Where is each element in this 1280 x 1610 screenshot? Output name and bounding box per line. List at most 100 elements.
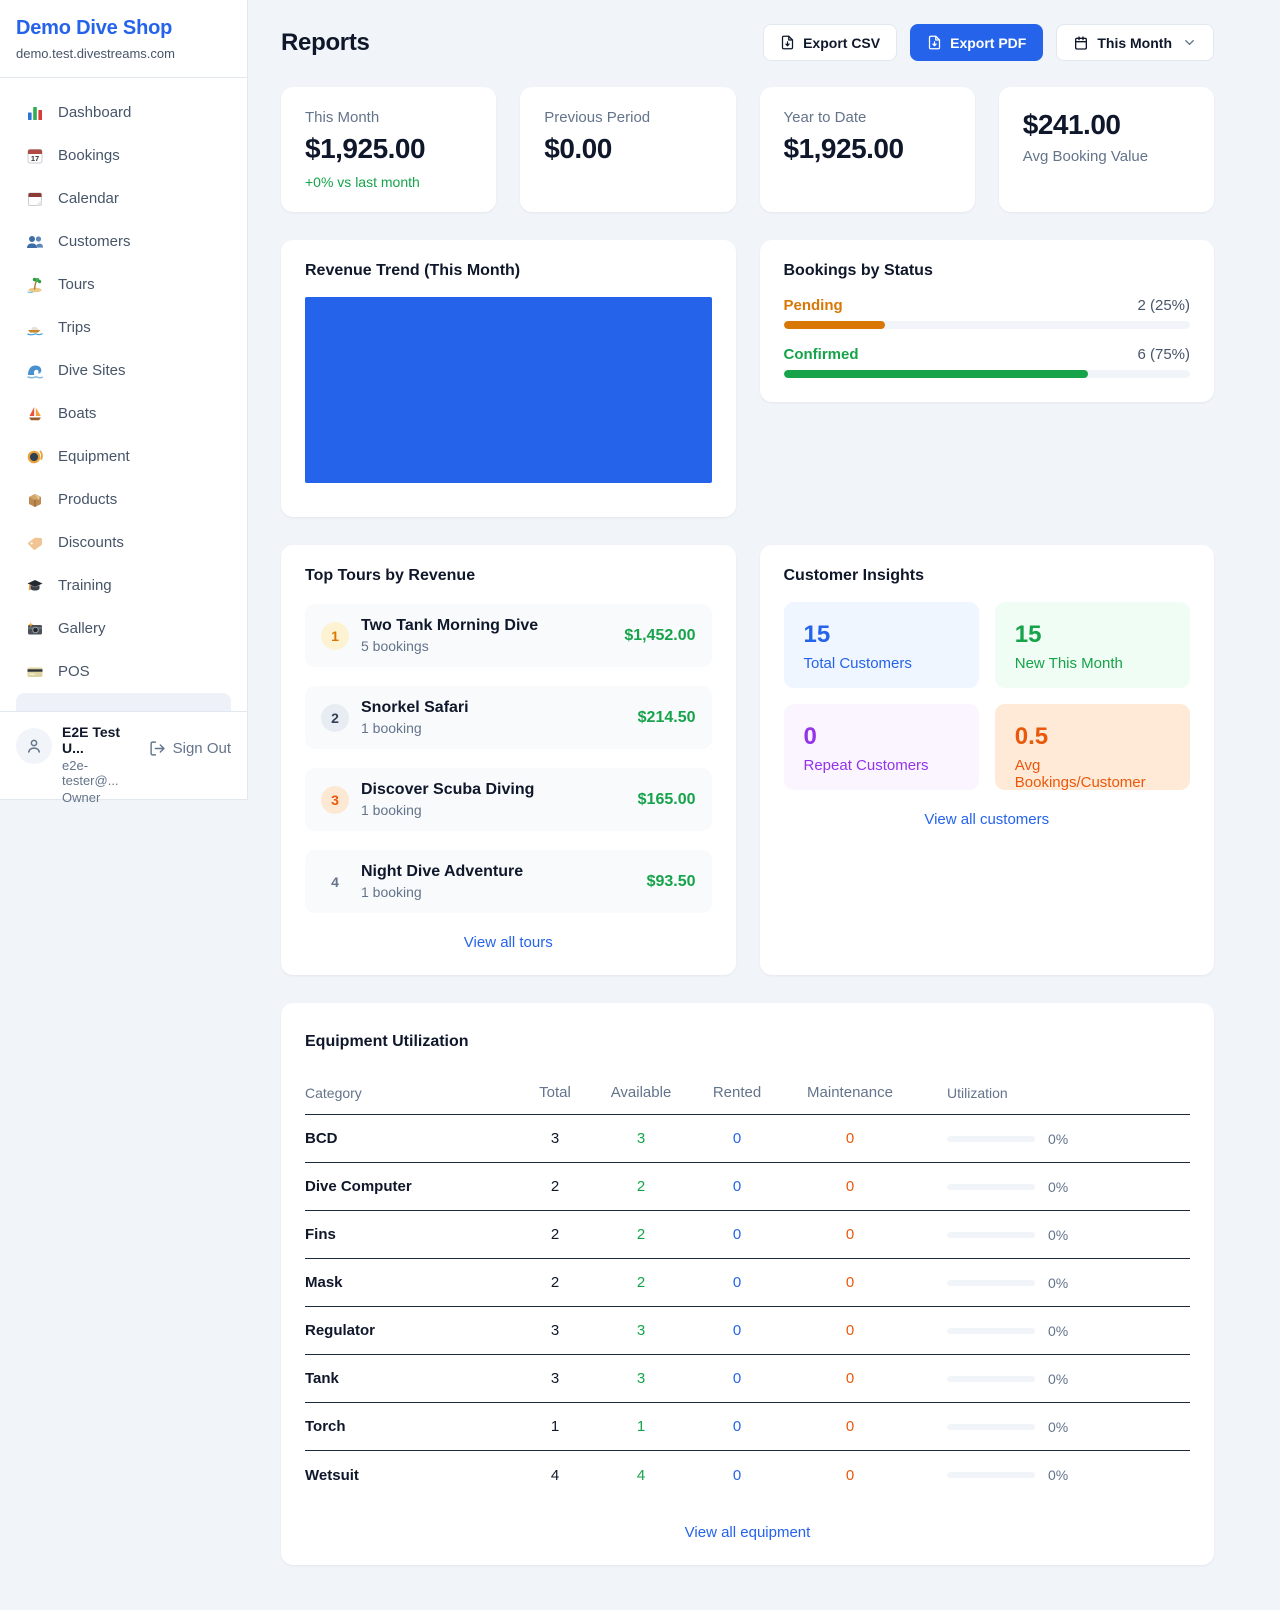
tour-bookings: 1 booking: [361, 884, 422, 900]
cell-maintenance: 0: [845, 1466, 855, 1484]
sidebar-item-dashboard[interactable]: Dashboard: [16, 91, 231, 134]
sidebar-item-label: Products: [58, 491, 118, 508]
sidebar-item-training[interactable]: Training: [16, 564, 231, 607]
customer-insights-title: Customer Insights: [783, 567, 924, 584]
sidebar-item-gallery[interactable]: Gallery: [16, 607, 231, 650]
sidebar-item-label: Gallery: [58, 620, 106, 637]
cell-maintenance: 0: [845, 1370, 855, 1387]
cell-available: 2: [636, 1226, 646, 1243]
tile-value: 15: [803, 621, 831, 648]
stat-label: Avg Booking Value: [1022, 148, 1149, 165]
nav-item-partial-highlight: [16, 693, 231, 711]
sidebar-item-tours[interactable]: Tours: [16, 263, 231, 306]
tour-name: Two Tank Morning Dive: [361, 617, 539, 634]
tour-row: 3 Discover Scuba Diving 1 booking $165.00: [305, 768, 712, 831]
sidebar-item-pos[interactable]: POS: [16, 650, 231, 693]
stat-label: Previous Period: [544, 109, 651, 126]
rank-badge: 3: [321, 785, 349, 814]
column-header: Maintenance: [807, 1084, 893, 1101]
sidebar-item-trips[interactable]: Trips: [16, 306, 231, 349]
sidebar-item-label: Dashboard: [58, 104, 132, 121]
cell-utilization: 0%: [1048, 1467, 1069, 1483]
export-pdf-button[interactable]: Export PDF: [910, 24, 1044, 61]
status-label-pending: Pending: [783, 297, 843, 314]
table-row: Dive Computer 2 2 0 0 0%: [305, 1163, 1190, 1211]
user-section: E2E Test U... e2e-tester@... Owner Sign …: [0, 711, 247, 819]
stat-card-avg-booking-value: $241.00 Avg Booking Value: [998, 87, 1214, 212]
sidebar-item-label: Bookings: [58, 147, 120, 164]
column-header: Utilization: [947, 1084, 1008, 1101]
equipment-title: Equipment Utilization: [305, 1033, 469, 1050]
people-icon: [25, 232, 45, 252]
stat-value: $241.00: [1022, 109, 1121, 140]
cell-total: 1: [550, 1418, 560, 1435]
camera-icon: [25, 619, 45, 639]
tour-bookings: 5 bookings: [361, 638, 429, 654]
person-icon: [28, 739, 40, 753]
sidebar-item-dive-sites[interactable]: Dive Sites: [16, 349, 231, 392]
revenue-trend-title: Revenue Trend (This Month): [305, 262, 521, 279]
column-header: Category: [305, 1084, 362, 1101]
tour-bookings: 1 booking: [361, 720, 422, 736]
tour-amount: $93.50: [646, 872, 696, 890]
cell-available: 3: [636, 1130, 646, 1147]
top-tours-card: Top Tours by Revenue 1 Two Tank Morning …: [281, 545, 736, 975]
page-title: Reports: [281, 28, 370, 56]
cell-total: 2: [550, 1226, 560, 1243]
cell-maintenance: 0: [845, 1226, 855, 1243]
sidebar-item-label: Equipment: [58, 448, 130, 465]
cell-available: 4: [636, 1466, 646, 1484]
period-dropdown[interactable]: This Month: [1056, 24, 1214, 61]
sign-out-button[interactable]: Sign Out: [149, 740, 231, 757]
view-all-tours-link[interactable]: View all tours: [463, 934, 553, 951]
cell-rented: 0: [732, 1274, 742, 1291]
cell-total: 3: [550, 1322, 560, 1339]
view-all-customers-link[interactable]: View all customers: [924, 811, 1050, 828]
sidebar-item-customers[interactable]: Customers: [16, 220, 231, 263]
cell-category: Torch: [305, 1418, 346, 1435]
table-row: Wetsuit 4 4 0 0 0%: [305, 1451, 1190, 1499]
sidebar-item-bookings[interactable]: 17 Bookings: [16, 134, 231, 177]
user-name: E2E Test U...: [62, 724, 121, 756]
equipment-table-header: Category Total Available Rented Maintena…: [305, 1071, 1190, 1115]
tile-value: 0: [803, 723, 817, 750]
label-tag-icon: [25, 533, 45, 553]
tile-value: 0.5: [1014, 723, 1049, 750]
tour-name: Discover Scuba Diving: [361, 781, 535, 798]
cell-category: BCD: [305, 1130, 338, 1147]
table-row: Fins 2 2 0 0 0%: [305, 1211, 1190, 1259]
sidebar-item-calendar[interactable]: Calendar: [16, 177, 231, 220]
package-icon: [25, 490, 45, 510]
calendar-date-icon: 17: [25, 146, 45, 166]
sidebar-item-label: Trips: [58, 319, 91, 336]
cell-utilization: 0%: [1048, 1178, 1069, 1195]
cell-category: Mask: [305, 1274, 343, 1291]
cell-maintenance: 0: [845, 1274, 855, 1291]
export-csv-button[interactable]: Export CSV: [763, 24, 898, 61]
period-label: This Month: [1097, 34, 1172, 51]
sidebar-item-discounts[interactable]: Discounts: [16, 521, 231, 564]
view-all-equipment-link[interactable]: View all equipment: [684, 1524, 811, 1541]
column-header: Available: [610, 1084, 672, 1101]
sidebar-item-boats[interactable]: Boats: [16, 392, 231, 435]
sidebar-item-label: Customers: [58, 233, 131, 250]
sidebar-item-products[interactable]: Products: [16, 478, 231, 521]
sidebar-item-label: Dive Sites: [58, 362, 126, 379]
bookings-by-status-card: Bookings by Status Pending 2 (25%) Confi…: [759, 240, 1214, 402]
tile-value: 15: [1014, 621, 1042, 648]
file-download-icon: [781, 35, 794, 50]
rank-badge: 4: [331, 873, 339, 890]
tour-row: 4 Night Dive Adventure 1 booking $93.50: [305, 850, 712, 913]
stat-label: This Month: [305, 109, 380, 126]
sidebar-item-label: POS: [58, 663, 90, 680]
cell-rented: 0: [732, 1418, 742, 1435]
cell-rented: 0: [732, 1178, 742, 1195]
sidebar: Demo Dive Shop demo.test.divestreams.com…: [0, 0, 248, 805]
sidebar-item-label: Training: [58, 577, 112, 594]
cell-available: 2: [636, 1178, 646, 1195]
utilization-bar: [947, 1135, 1035, 1142]
cell-total: 3: [550, 1370, 560, 1387]
sidebar-item-equipment[interactable]: Equipment: [16, 435, 231, 478]
cell-utilization: 0%: [1048, 1274, 1069, 1291]
credit-card-icon: [25, 662, 45, 682]
